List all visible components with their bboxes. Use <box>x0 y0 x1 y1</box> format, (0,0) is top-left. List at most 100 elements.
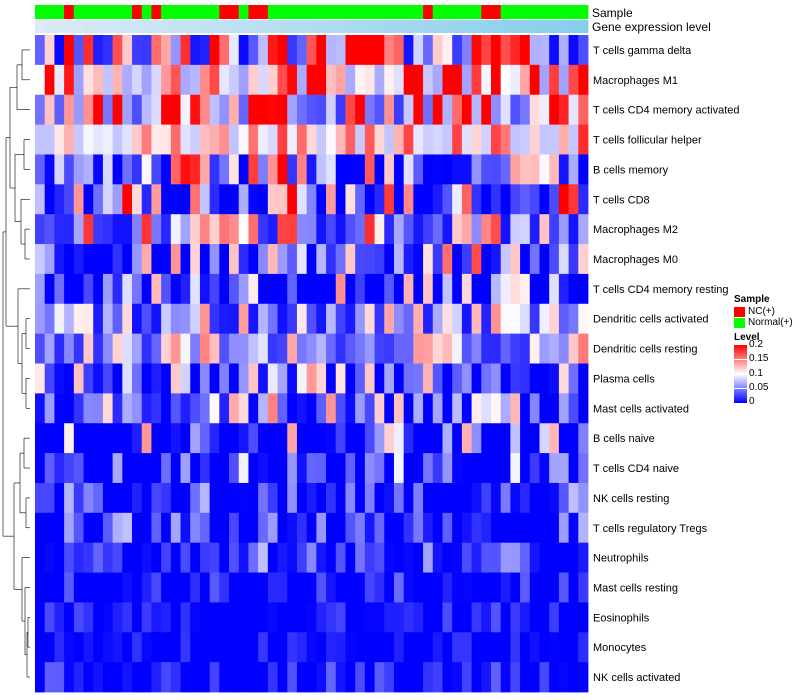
heatmap-cell <box>364 333 375 364</box>
heatmap-cell <box>539 124 550 155</box>
heatmap-cell <box>481 35 492 66</box>
heatmap-cell <box>287 94 298 125</box>
heatmap-cell <box>73 542 84 573</box>
heatmap-cell <box>326 35 337 66</box>
heatmap-cell <box>558 35 569 66</box>
heatmap-cell <box>520 303 531 335</box>
heatmap-cell <box>403 94 414 125</box>
heatmap-cell <box>161 94 172 125</box>
heatmap-cell <box>374 662 385 693</box>
heatmap-cell <box>510 363 521 394</box>
sample-annotation-cell <box>520 5 531 19</box>
heatmap-cell <box>170 602 181 633</box>
heatmap-cell <box>403 453 414 484</box>
heatmap-cell <box>384 453 395 484</box>
heatmap-cell <box>199 94 211 125</box>
heatmap-cell <box>44 273 55 305</box>
heatmap-cell <box>452 184 463 215</box>
sample-annotation-cell <box>73 5 84 19</box>
heatmap-cell <box>83 572 94 603</box>
heatmap-cell <box>248 64 259 96</box>
heatmap-cell <box>432 64 443 96</box>
heatmap-cell <box>403 214 414 245</box>
heatmap-cell <box>539 602 550 633</box>
expression-annotation-cell <box>44 20 55 33</box>
heatmap-cell <box>132 632 143 663</box>
heatmap-cell <box>393 273 405 305</box>
heatmap-cell <box>83 35 94 66</box>
heatmap-cell <box>306 363 317 394</box>
heatmap-cell <box>442 453 453 484</box>
heatmap-cell <box>180 303 191 335</box>
heatmap-cell <box>54 333 65 364</box>
heatmap-cell <box>219 393 230 424</box>
heatmap-cell <box>248 303 259 335</box>
heatmap-cell <box>364 303 375 335</box>
heatmap-cell <box>190 393 201 424</box>
heatmap-cell <box>122 303 133 335</box>
heatmap-cell <box>102 94 114 125</box>
sample-annotation-cell <box>209 5 220 19</box>
heatmap-cell <box>461 214 472 245</box>
heatmap-cell <box>423 214 434 245</box>
heatmap-cell <box>219 64 230 96</box>
heatmap-cell <box>335 94 346 125</box>
heatmap-cell <box>481 184 492 215</box>
heatmap-cell <box>170 512 181 544</box>
heatmap-cell <box>423 303 434 335</box>
heatmap-cell <box>35 542 46 573</box>
heatmap-cell <box>529 662 540 693</box>
heatmap-cell <box>471 423 482 454</box>
heatmap-cell <box>229 273 240 305</box>
heatmap-cell <box>549 453 560 484</box>
heatmap-cell <box>500 273 511 305</box>
heatmap-cell <box>510 64 521 96</box>
heatmap-cell <box>190 154 201 185</box>
heatmap-cell <box>345 244 356 275</box>
heatmap-cell <box>296 602 308 633</box>
heatmap-cell <box>335 124 346 155</box>
heatmap-cell <box>490 662 502 693</box>
heatmap-cell <box>190 64 201 96</box>
heatmap-cell <box>364 602 375 633</box>
heatmap-cell <box>35 572 46 603</box>
heatmap-cell <box>229 363 240 394</box>
heatmap-cell <box>568 632 579 663</box>
row-label: T cells follicular helper <box>593 135 702 147</box>
heatmap-cell <box>44 632 55 663</box>
expression-annotation-cell <box>170 20 181 33</box>
heatmap-cell <box>345 64 356 96</box>
heatmap-cell <box>132 273 143 305</box>
sample-annotation-cell <box>93 5 104 19</box>
heatmap-cell <box>83 482 94 514</box>
heatmap-cell <box>199 184 211 215</box>
heatmap-cell <box>481 542 492 573</box>
heatmap-cell <box>170 124 181 155</box>
heatmap-cell <box>510 512 521 544</box>
heatmap-cell <box>481 64 492 96</box>
heatmap-cell <box>73 244 84 275</box>
heatmap-cell <box>578 632 589 663</box>
heatmap-cell <box>73 423 84 454</box>
heatmap-cell <box>93 423 104 454</box>
heatmap-cell <box>374 512 385 544</box>
heatmap-cell <box>345 632 356 663</box>
heatmap-cell <box>316 602 327 633</box>
heatmap-cell <box>258 184 269 215</box>
heatmap-cell <box>54 393 65 424</box>
heatmap-cell <box>335 273 346 305</box>
heatmap-cell <box>93 244 104 275</box>
heatmap-cell <box>316 632 327 663</box>
heatmap-cell <box>316 662 327 693</box>
expression-annotation-cell <box>287 20 298 33</box>
heatmap-cell <box>471 35 482 66</box>
heatmap-cell <box>471 94 482 125</box>
heatmap-cell <box>267 244 278 275</box>
heatmap-cell <box>510 602 521 633</box>
heatmap-cell <box>413 35 424 66</box>
heatmap-cell <box>500 453 511 484</box>
row-label: T cells CD8 <box>593 194 650 206</box>
heatmap-cell <box>73 602 84 633</box>
heatmap-cell <box>102 423 114 454</box>
heatmap-cell <box>248 35 259 66</box>
